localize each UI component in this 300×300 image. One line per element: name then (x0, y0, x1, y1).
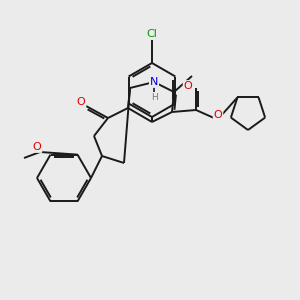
Text: N: N (150, 77, 158, 87)
Text: O: O (184, 81, 192, 91)
Text: Cl: Cl (147, 29, 158, 39)
Text: O: O (214, 110, 222, 120)
Text: O: O (33, 142, 41, 152)
Text: H: H (151, 94, 158, 103)
Text: O: O (76, 97, 85, 107)
